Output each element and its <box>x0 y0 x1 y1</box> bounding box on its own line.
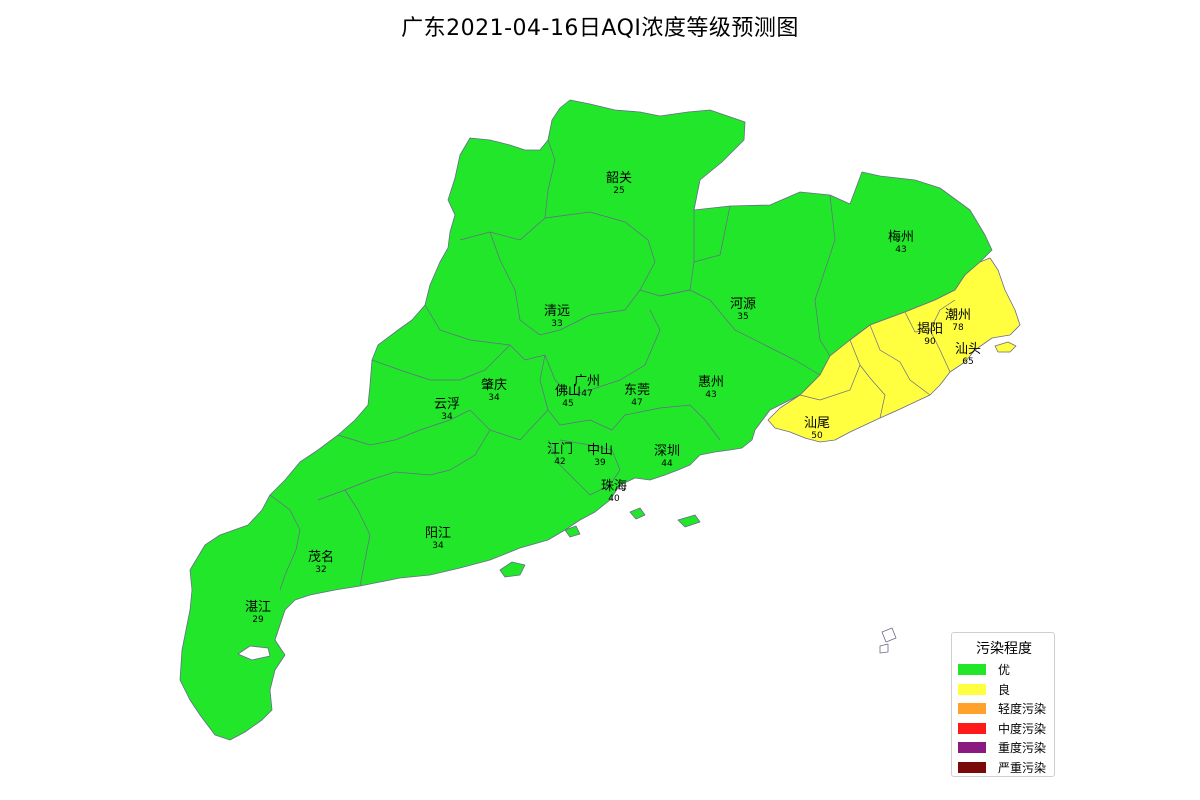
city-aqi-value: 34 <box>441 412 453 422</box>
city-name-label: 珠海 <box>601 479 627 494</box>
legend-item: 重度污染 <box>958 739 1054 755</box>
legend-label: 优 <box>998 663 1011 677</box>
city-aqi-value: 78 <box>952 323 964 333</box>
city-aqi-value: 45 <box>562 399 573 409</box>
city-name-label: 惠州 <box>698 375 724 390</box>
city-name-label: 江门 <box>547 442 573 457</box>
city-name-label: 汕尾 <box>804 416 830 431</box>
city-name-label: 茂名 <box>308 549 334 565</box>
nanao-island <box>994 341 1017 353</box>
city-aqi-value: 29 <box>252 615 264 625</box>
city-aqi-value: 40 <box>608 494 620 504</box>
city-aqi-value: 34 <box>432 541 444 551</box>
legend-swatch <box>958 703 986 714</box>
city-name-label: 揭阳 <box>917 322 943 337</box>
city-name-label: 肇庆 <box>481 378 507 393</box>
legend-swatch <box>958 742 986 753</box>
city-name-label: 汕头 <box>955 342 981 357</box>
city-aqi-value: 43 <box>705 390 716 400</box>
city-name-label: 东莞 <box>624 383 650 398</box>
island <box>881 627 897 643</box>
city-name-label: 清远 <box>544 304 570 319</box>
legend-swatch <box>958 761 986 773</box>
legend-item: 良 <box>958 681 1054 697</box>
legend-swatch <box>958 683 986 695</box>
city-aqi-value: 42 <box>554 457 565 467</box>
city-name-label: 韶关 <box>606 170 632 186</box>
city-aqi-value: 35 <box>737 312 748 322</box>
city-aqi-value: 47 <box>581 389 592 399</box>
city-aqi-value: 25 <box>613 186 624 196</box>
city-name-label: 中山 <box>587 443 613 458</box>
island <box>564 525 581 538</box>
city-name-label: 云浮 <box>434 397 460 412</box>
legend-swatch <box>958 664 986 675</box>
city-name-label: 佛山 <box>555 384 581 399</box>
city-aqi-value: 32 <box>315 565 326 575</box>
city-aqi-value: 34 <box>488 393 500 403</box>
city-name-label: 河源 <box>730 297 756 312</box>
legend-swatch <box>958 722 986 734</box>
legend-item: 中度污染 <box>958 720 1054 736</box>
city-name-label: 湛江 <box>245 600 271 615</box>
legend-label: 良 <box>998 682 1011 697</box>
legend-label: 轻度污染 <box>998 702 1047 716</box>
city-aqi-value: 43 <box>895 245 906 255</box>
province-landmass <box>179 99 993 741</box>
city-aqi-value: 47 <box>631 398 642 408</box>
legend-label: 中度污染 <box>998 721 1047 736</box>
legend-label: 重度污染 <box>998 741 1047 755</box>
legend: 污染程度 优良轻度污染中度污染重度污染严重污染 <box>951 632 1055 777</box>
city-name-label: 梅州 <box>888 230 914 245</box>
legend-label: 严重污染 <box>998 760 1047 775</box>
city-aqi-value: 33 <box>551 319 562 329</box>
page-title: 广东2021-04-16日AQI浓度等级预测图 <box>401 16 799 41</box>
island <box>499 561 526 578</box>
island <box>677 514 701 528</box>
city-aqi-value: 39 <box>594 458 606 468</box>
island <box>629 507 646 520</box>
legend-item: 优 <box>958 661 1054 677</box>
estuary-water <box>237 645 271 661</box>
city-aqi-value: 65 <box>962 357 973 367</box>
city-name-label: 潮州 <box>945 308 971 323</box>
city-name-label: 深圳 <box>654 444 680 459</box>
city-aqi-value: 90 <box>924 337 936 347</box>
legend-title: 污染程度 <box>976 641 1032 657</box>
legend-item: 轻度污染 <box>958 700 1054 716</box>
city-borders <box>269 139 956 591</box>
city-aqi-value: 50 <box>811 431 823 441</box>
city-aqi-value: 44 <box>661 459 673 469</box>
legend-item: 严重污染 <box>958 759 1054 775</box>
city-name-label: 阳江 <box>425 526 451 541</box>
city-name-label: 广州 <box>574 374 600 389</box>
island <box>879 643 889 654</box>
